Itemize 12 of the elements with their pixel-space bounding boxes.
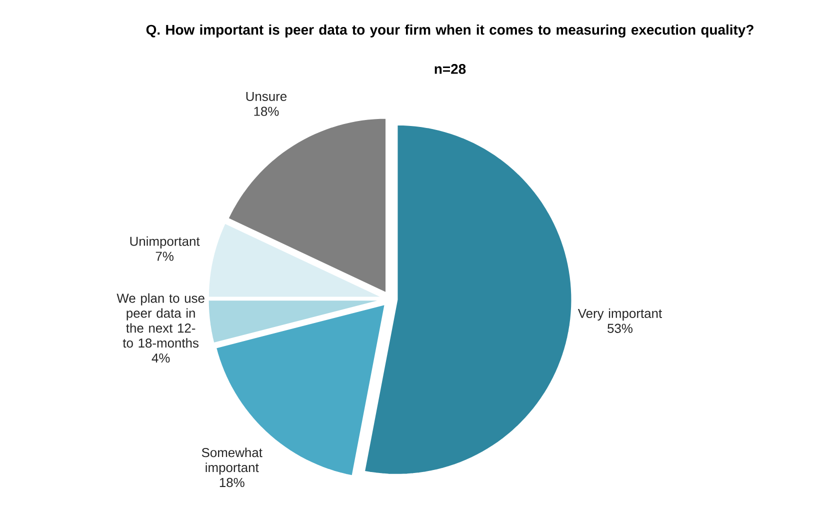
slice-label: We plan to use peer data in the next 12- to 18-months [116, 293, 204, 348]
data-label: 18% [254, 106, 279, 116]
slice-label: Very important [578, 308, 662, 321]
chart-title: Q. How important is peer data to your firm when it comes to measuring execution quality? [146, 24, 754, 38]
data-label: 53% [608, 324, 632, 333]
slice-label: Unsure [246, 92, 287, 101]
data-label: 18% [220, 478, 244, 488]
slice-label: Somewhat important [202, 448, 262, 475]
slice-label: Unimportant [130, 236, 200, 248]
data-label: 7% [156, 252, 174, 261]
chart-subtitle: n=28 [434, 64, 466, 74]
data-label: 4% [152, 353, 170, 363]
